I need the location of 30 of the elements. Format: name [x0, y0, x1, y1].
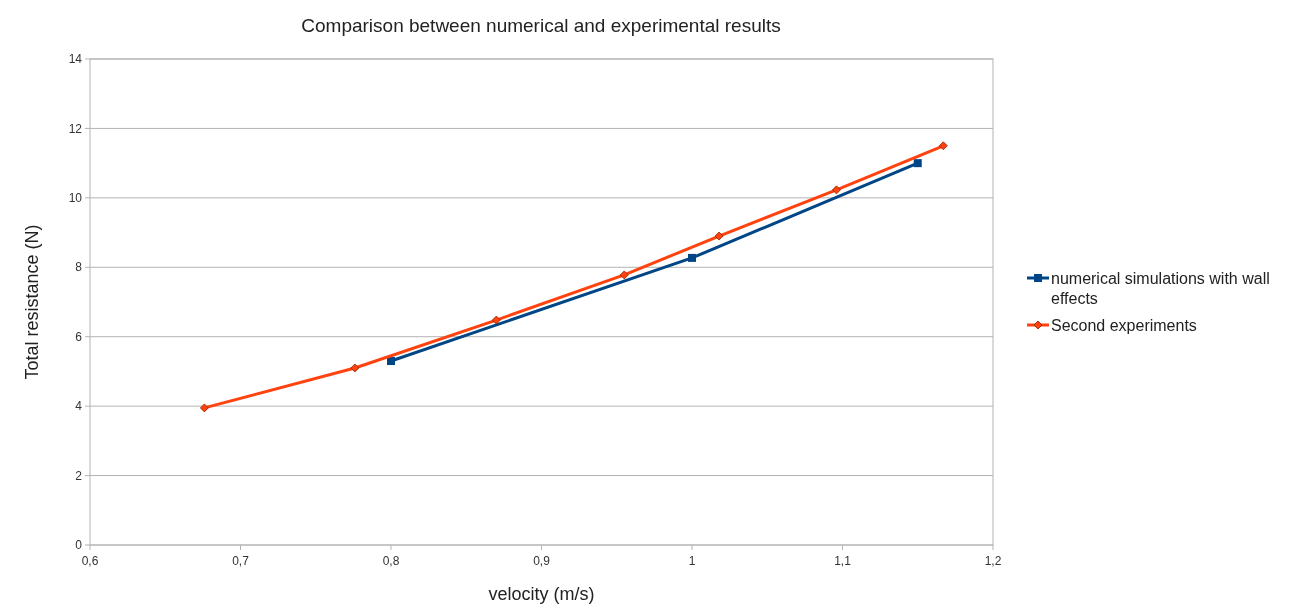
- point: [832, 185, 841, 195]
- x-tick-label: 0,7: [232, 554, 250, 568]
- x-tick-label: 1,1: [834, 554, 852, 568]
- y-tick-label: 10: [68, 191, 83, 206]
- point: [913, 159, 922, 168]
- legend-label: Second experiments: [1051, 316, 1197, 334]
- chart-title: Comparison between numerical and experimental results: [301, 15, 781, 36]
- point: [938, 141, 948, 151]
- y-tick-label: 14: [68, 52, 83, 67]
- x-tick-label: 0,6: [81, 554, 99, 568]
- y-tick-label: 8: [75, 260, 83, 275]
- x-axis-title: velocity (m/s): [488, 584, 595, 604]
- y-axis-title: Total resistance (N): [22, 224, 42, 380]
- y-tick-label: 2: [75, 468, 83, 483]
- x-tick-label: 0,9: [533, 554, 551, 568]
- y-tick-label: 6: [75, 329, 83, 344]
- point: [714, 231, 724, 241]
- legend-label: numerical simulations with wall effects: [1051, 269, 1270, 308]
- point: [387, 357, 395, 366]
- point: [688, 253, 696, 262]
- x-tick-label: 0,8: [382, 554, 400, 568]
- point: [350, 363, 360, 373]
- x-tick-label: 1,2: [984, 554, 1002, 568]
- y-tick-label: 4: [75, 399, 83, 414]
- y-tick-label: 0: [75, 538, 83, 553]
- point: [199, 403, 209, 413]
- point: [619, 270, 629, 280]
- point: [491, 315, 501, 325]
- x-tick-label: 1: [688, 554, 696, 568]
- y-tick-label: 12: [68, 121, 83, 136]
